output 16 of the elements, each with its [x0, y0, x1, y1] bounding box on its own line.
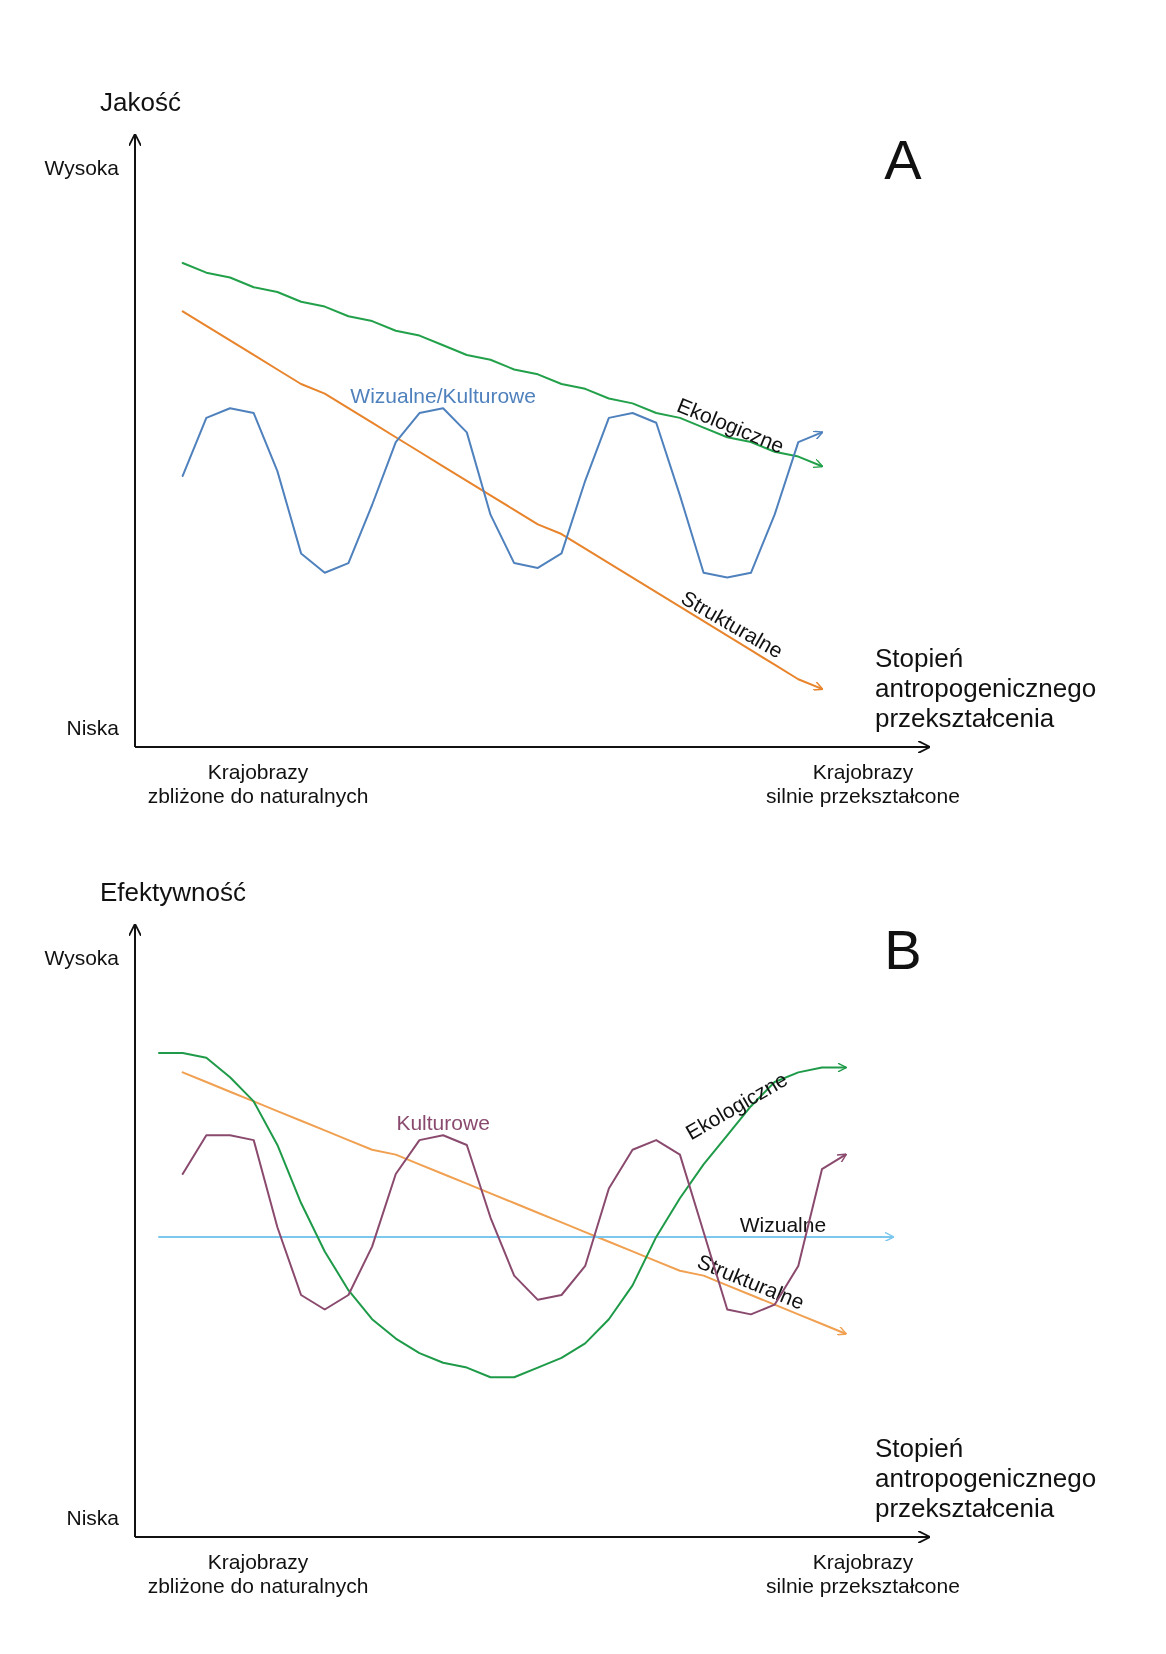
text: Krajobrazy silnie przekształcone: [766, 1550, 960, 1598]
series-label: Wizualne/Kulturowe: [350, 384, 536, 408]
y-axis-title: Jakość: [100, 87, 181, 117]
text: Niska: [66, 1506, 120, 1529]
chart-title: A: [884, 128, 923, 191]
text: Krajobrazy zbliżone do naturalnych: [147, 1550, 369, 1598]
text: Krajobrazy silnie przekształcone: [766, 760, 960, 808]
text: Wysoka: [44, 156, 120, 179]
chart-title: B: [884, 918, 922, 981]
x-axis-title: Stopień antropogenicznego przekształcenia: [875, 643, 1097, 733]
y-axis-title: Efektywność: [100, 877, 246, 907]
text: Wysoka: [44, 946, 120, 969]
text: Niska: [66, 716, 120, 739]
series-label: Kulturowe: [396, 1111, 490, 1135]
x-axis-title: Stopień antropogenicznego przekształcenia: [875, 1433, 1097, 1523]
text: Krajobrazy zbliżone do naturalnych: [147, 760, 369, 808]
